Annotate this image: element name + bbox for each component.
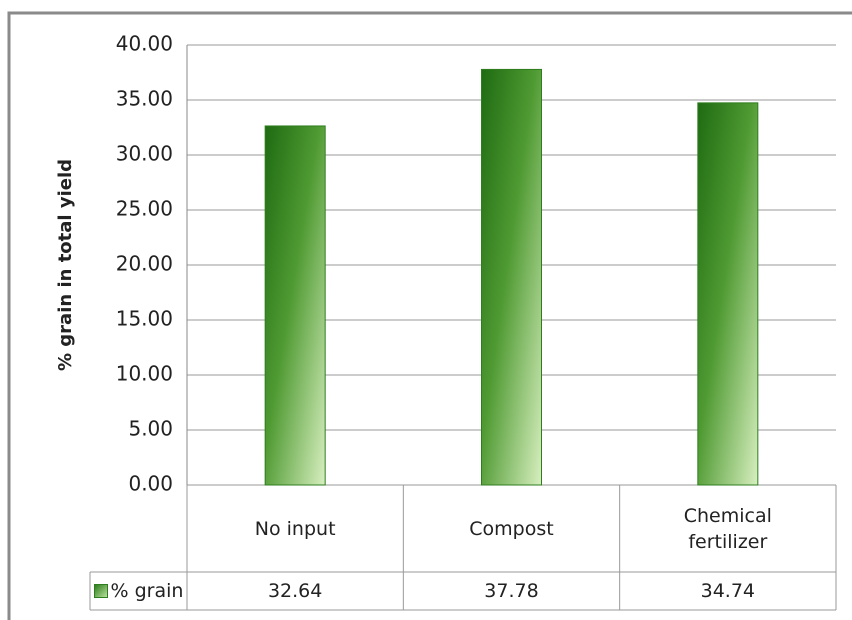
y-tick-label: 0.00 [128, 472, 173, 496]
y-tick-label: 30.00 [116, 142, 173, 166]
legend-swatch [93, 584, 108, 598]
y-tick-label: 40.00 [116, 32, 173, 56]
bar [481, 68, 542, 486]
y-tick-label: 15.00 [116, 307, 173, 331]
y-axis-label: % grain in total yield [55, 159, 76, 371]
legend-label: % grain [110, 580, 184, 602]
bar [697, 102, 759, 486]
y-tick-label: 20.00 [116, 252, 173, 276]
y-tick-label: 10.00 [116, 362, 173, 386]
bar [264, 125, 326, 486]
table-value: 34.74 [700, 580, 756, 602]
x-tick-label: No input [254, 517, 336, 540]
y-tick-label: 5.00 [128, 417, 173, 441]
x-tick-label: Compost [469, 517, 554, 540]
y-tick-label: 25.00 [116, 197, 173, 221]
legend-cell: % grain [90, 572, 187, 610]
table-value: 32.64 [267, 580, 323, 602]
table-value: 37.78 [484, 580, 539, 602]
y-tick-label: 35.00 [116, 87, 173, 111]
frame [7, 11, 852, 620]
x-tick-label: Chemical fertilizer [683, 504, 772, 553]
